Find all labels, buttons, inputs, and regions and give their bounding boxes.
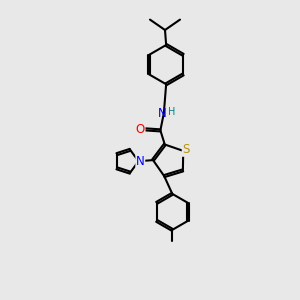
- Text: N: N: [158, 106, 167, 120]
- Text: O: O: [136, 123, 145, 136]
- Text: H: H: [168, 107, 175, 117]
- Text: S: S: [182, 143, 190, 156]
- Text: N: N: [136, 155, 145, 168]
